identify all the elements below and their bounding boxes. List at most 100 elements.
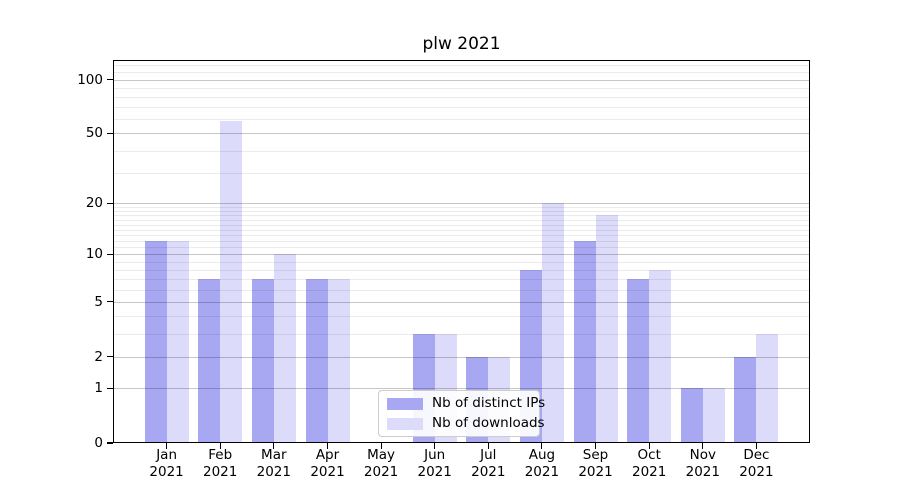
x-tick-label-month: Jun xyxy=(424,447,446,463)
bar-distinct-ips-oct xyxy=(627,279,650,443)
x-tick-label-apr: Apr 2021 xyxy=(297,447,359,481)
gridline-major-5 xyxy=(114,301,809,303)
y-tick-mark-0 xyxy=(107,442,113,444)
y-tick-label-50: 50 xyxy=(85,125,103,142)
gridline-minor-80 xyxy=(114,97,809,98)
bar-downloads-oct xyxy=(649,270,672,443)
x-tick-label-jan: Jan 2021 xyxy=(136,447,198,481)
x-tick-label-year: 2021 xyxy=(363,464,399,480)
gridline-minor-8 xyxy=(114,270,809,271)
gridline-minor-14 xyxy=(114,229,809,231)
y-tick-label-1: 1 xyxy=(94,380,103,397)
gridline-major-100 xyxy=(114,79,809,81)
legend-entry-downloads: Nb of downloads xyxy=(387,416,545,431)
x-tick-mark-sep xyxy=(594,443,597,449)
y-tick-mark-50 xyxy=(107,132,113,134)
gridline-minor-40 xyxy=(114,150,809,152)
bar-downloads-feb xyxy=(220,120,243,443)
x-tick-mark-jun xyxy=(434,443,436,449)
bar-distinct-ips-mar xyxy=(251,279,274,443)
gridline-minor-30 xyxy=(114,172,809,174)
x-tick-label-year: 2021 xyxy=(471,464,506,480)
gridline-minor-19 xyxy=(114,207,809,209)
x-tick-label-oct: Oct 2021 xyxy=(618,447,680,481)
x-tick-mark-feb xyxy=(219,443,221,449)
gridline-minor-13 xyxy=(114,235,809,237)
gridline-minor-9 xyxy=(114,261,809,263)
x-tick-label-mar: Mar 2021 xyxy=(243,447,305,481)
gridline-major-20 xyxy=(114,203,809,205)
x-tick-label-month: Jan xyxy=(156,447,177,463)
legend-label-distinct-ips: Nb of distinct IPs xyxy=(432,395,546,411)
bar-distinct-ips-nov xyxy=(680,388,703,443)
legend-swatch-distinct-ips xyxy=(387,397,423,410)
y-tick-mark-10 xyxy=(107,253,113,255)
x-tick-label-year: 2021 xyxy=(524,464,560,480)
gridline-minor-120 xyxy=(114,65,809,67)
bar-downloads-jan xyxy=(166,241,189,443)
x-tick-label-sep: Sep 2021 xyxy=(565,447,627,481)
gridline-minor-11 xyxy=(114,247,809,249)
chart-title: plw 2021 xyxy=(422,34,501,54)
x-tick-label-month: Apr xyxy=(315,447,340,463)
y-tick-mark-5 xyxy=(107,301,113,303)
y-tick-mark-2 xyxy=(107,355,113,358)
bar-distinct-ips-jan xyxy=(144,241,167,443)
x-tick-label-jun: Jun 2021 xyxy=(404,447,466,481)
x-tick-label-jul: Jul 2021 xyxy=(457,447,519,481)
bar-distinct-ips-sep xyxy=(573,241,596,443)
x-tick-label-year: 2021 xyxy=(578,464,613,480)
x-tick-mark-may xyxy=(380,443,382,449)
gridline-minor-70 xyxy=(114,107,809,109)
gridline-minor-110 xyxy=(114,72,809,74)
x-tick-label-year: 2021 xyxy=(149,464,184,480)
x-tick-label-month: Jul xyxy=(480,447,497,463)
x-tick-mark-oct xyxy=(648,443,650,449)
bar-downloads-apr xyxy=(327,279,350,443)
legend-entry-distinct-ips: Nb of distinct IPs xyxy=(387,396,545,411)
bar-downloads-aug xyxy=(541,203,564,443)
gridline-minor-7 xyxy=(114,279,809,281)
gridline-minor-15 xyxy=(114,224,809,226)
x-tick-label-year: 2021 xyxy=(417,464,452,480)
legend: Nb of distinct IPs Nb of downloads xyxy=(378,390,545,437)
x-tick-mark-mar xyxy=(273,443,275,449)
x-tick-label-month: Sep xyxy=(582,447,609,463)
x-tick-label-year: 2021 xyxy=(632,464,667,480)
bar-distinct-ips-dec xyxy=(734,356,757,443)
x-tick-mark-aug xyxy=(541,443,543,449)
x-tick-mark-jul xyxy=(487,443,489,449)
bar-distinct-ips-apr xyxy=(305,279,328,443)
x-tick-label-month: May xyxy=(367,447,396,463)
x-tick-label-month: Feb xyxy=(208,447,233,463)
x-tick-mark-apr xyxy=(326,443,329,449)
bar-downloads-nov xyxy=(702,388,725,443)
y-tick-mark-1 xyxy=(107,387,113,389)
x-tick-label-year: 2021 xyxy=(685,464,720,480)
gridline-minor-3 xyxy=(114,333,809,335)
y-tick-label-10: 10 xyxy=(85,246,103,263)
y-tick-mark-100 xyxy=(107,79,113,81)
x-tick-label-year: 2021 xyxy=(203,464,238,480)
gridline-minor-18 xyxy=(114,211,809,213)
x-tick-label-month: Aug xyxy=(528,447,556,463)
legend-label-downloads: Nb of downloads xyxy=(432,415,545,431)
y-tick-mark-20 xyxy=(107,202,113,204)
gridline-minor-12 xyxy=(114,241,809,242)
y-tick-label-2: 2 xyxy=(94,348,103,365)
x-tick-label-feb: Feb 2021 xyxy=(189,447,251,481)
x-tick-label-nov: Nov 2021 xyxy=(672,447,734,481)
x-tick-label-month: Dec xyxy=(743,447,770,463)
x-tick-label-month: Oct xyxy=(637,447,661,463)
y-tick-label-100: 100 xyxy=(77,71,103,88)
bar-downloads-dec xyxy=(756,333,779,443)
gridline-minor-4 xyxy=(114,316,809,318)
y-tick-label-20: 20 xyxy=(85,195,103,212)
x-tick-label-year: 2021 xyxy=(739,464,774,480)
gridline-major-1 xyxy=(114,388,809,390)
gridline-minor-16 xyxy=(114,219,809,221)
gridline-minor-6 xyxy=(114,289,809,291)
